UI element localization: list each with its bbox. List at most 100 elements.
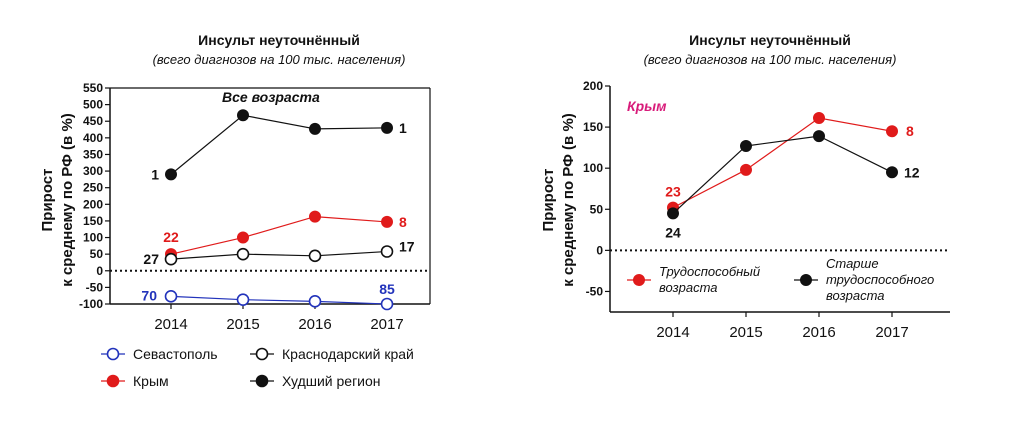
data-point xyxy=(740,163,752,176)
data-label: 8 xyxy=(399,214,407,230)
chart-left-ylabel-line2: к среднему по РФ (в %) xyxy=(59,113,76,287)
y-tick-label: -50 xyxy=(586,284,604,298)
data-label: 8 xyxy=(906,123,914,139)
chart-left-ylabel-line1: Прирост xyxy=(39,169,56,232)
legend-label: Крым xyxy=(133,373,169,389)
chart-right-subtitle: (всего диагнозов на 100 тыс. населения) xyxy=(644,52,897,67)
x-tick-label: 2015 xyxy=(729,324,762,341)
data-point xyxy=(381,121,393,134)
data-label: 24 xyxy=(665,224,681,240)
series-3: 11 xyxy=(151,109,407,182)
y-tick-label: 50 xyxy=(590,202,604,216)
legend-swatch-marker xyxy=(255,374,269,388)
chart-right-title: Инсульт неуточнённый xyxy=(689,32,851,48)
data-point xyxy=(164,252,178,266)
chart-right: Инсульт неуточнённый (всего диагнозов на… xyxy=(540,32,950,341)
series-0: 70 85 xyxy=(141,281,395,311)
legend-swatch-marker xyxy=(255,347,269,361)
y-tick-label: 400 xyxy=(83,131,103,145)
y-tick-label: 250 xyxy=(83,181,103,195)
data-point xyxy=(667,207,679,220)
legend-item: Краснодарский край xyxy=(250,346,414,362)
series-1: 24 12 xyxy=(665,130,920,240)
series-1: 22 8 xyxy=(163,210,407,261)
chart-left-subtitle: (всего диагнозов на 100 тыс. населения) xyxy=(153,52,406,67)
legend-label: возраста xyxy=(826,288,885,303)
left-legend: Севастополь Краснодарский край Крым Худший … xyxy=(101,346,414,389)
data-label: 27 xyxy=(143,251,159,267)
x-tick-label: 2017 xyxy=(370,316,403,333)
data-label: 12 xyxy=(904,164,920,180)
series-2: 27 17 xyxy=(143,238,414,267)
legend-swatch-marker xyxy=(633,274,645,286)
data-point xyxy=(164,290,178,303)
data-point xyxy=(813,112,825,125)
legend-label: трудоспособного xyxy=(826,272,934,287)
data-point xyxy=(886,166,898,179)
chart-right-ylabel-line2: к среднему по РФ (в %) xyxy=(560,113,577,287)
data-label: 17 xyxy=(399,238,415,254)
y-tick-label: 200 xyxy=(583,79,603,93)
y-tick-label: 200 xyxy=(83,197,103,211)
x-tick-label: 2014 xyxy=(656,324,689,341)
chart-right-ylabel-line1: Прирост xyxy=(540,169,557,232)
y-tick-label: 0 xyxy=(96,264,103,278)
data-point xyxy=(886,125,898,138)
data-point xyxy=(237,231,249,244)
legend-label: Худший регион xyxy=(282,373,381,389)
legend-item: Крым xyxy=(101,373,169,389)
legend-item: Севастополь xyxy=(101,346,218,362)
x-tick-label: 2015 xyxy=(226,316,259,333)
left-plot-area: -100 -50 0 50 100 150 200 250 300 350 400 450 500 550… xyxy=(79,81,431,333)
data-label: 85 xyxy=(379,281,395,297)
data-label: 1 xyxy=(151,166,159,182)
data-point xyxy=(381,215,393,228)
y-tick-label: 100 xyxy=(83,231,103,245)
series-line xyxy=(170,215,388,255)
series-line xyxy=(672,117,893,209)
data-point xyxy=(740,139,752,152)
right-plot-area: -50 0 50 100 150 200 2014 2015 2016 2017 23 8 24 12 xyxy=(583,79,950,341)
data-label: 70 xyxy=(141,287,157,303)
chart-right-annotation: Крым xyxy=(627,98,667,114)
x-tick-label: 2016 xyxy=(298,316,331,333)
y-tick-label: 550 xyxy=(83,81,103,95)
y-tick-label: 300 xyxy=(83,164,103,178)
y-tick-label: -50 xyxy=(86,280,104,294)
data-label: 1 xyxy=(399,120,407,136)
y-tick-label: 150 xyxy=(583,120,603,134)
legend-label: Старше xyxy=(826,256,879,271)
legend-swatch-marker xyxy=(106,374,120,388)
legend-item: Худший регион xyxy=(250,373,381,389)
data-point xyxy=(237,109,249,122)
data-point xyxy=(380,245,394,258)
legend-label: Севастополь xyxy=(133,346,218,362)
data-label: 22 xyxy=(163,229,179,245)
legend-label: возраста xyxy=(659,280,718,295)
data-point xyxy=(813,130,825,143)
chart-left-annotation: Все возраста xyxy=(222,89,320,105)
chart-left-title: Инсульт неуточнённый xyxy=(198,32,360,48)
data-point xyxy=(380,297,394,311)
series-line xyxy=(170,295,388,305)
series-0: 23 8 xyxy=(665,112,914,214)
series-line xyxy=(672,135,893,214)
legend-swatch-marker xyxy=(800,274,812,286)
x-tick-label: 2016 xyxy=(802,324,835,341)
data-point xyxy=(309,122,321,135)
right-legend: ТрудоспособныйвозрастаСтаршетрудоспособн… xyxy=(627,256,934,303)
series-line xyxy=(170,250,388,260)
data-point xyxy=(236,247,250,261)
y-tick-label: -100 xyxy=(79,297,103,311)
legend-label: Трудоспособный xyxy=(659,264,760,279)
data-point xyxy=(308,249,322,263)
y-tick-label: 150 xyxy=(83,214,103,228)
data-point xyxy=(165,168,177,181)
y-tick-label: 100 xyxy=(583,161,603,175)
y-tick-label: 0 xyxy=(596,243,603,257)
series-line xyxy=(170,114,388,175)
x-tick-label: 2014 xyxy=(154,316,187,333)
